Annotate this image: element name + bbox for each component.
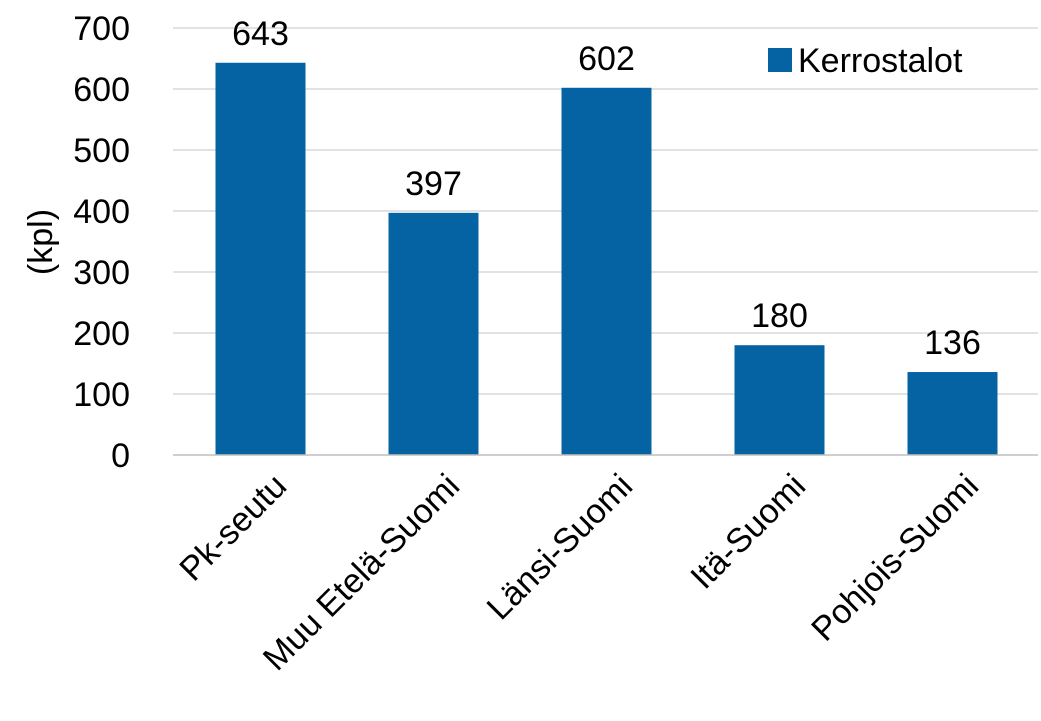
- bars: [215, 62, 998, 456]
- y-tick-label: 400: [73, 193, 130, 231]
- x-category-label: Itä-Suomi: [683, 467, 813, 597]
- y-axis-ticks: 0 100 200 300 400 500 600 700: [73, 10, 130, 475]
- bar: [561, 87, 652, 455]
- x-category-label: Länsi-Suomi: [480, 467, 641, 628]
- legend-swatch: [768, 48, 792, 72]
- data-label: 180: [751, 297, 808, 335]
- data-label: 643: [232, 15, 289, 53]
- y-axis-title: (kpl): [22, 209, 60, 275]
- x-category-label: Pohjois-Suomi: [804, 467, 986, 649]
- y-tick-label: 700: [73, 10, 130, 48]
- y-tick-label: 0: [111, 437, 130, 475]
- y-tick-label: 200: [73, 315, 130, 353]
- data-label: 136: [924, 324, 981, 362]
- data-label: 602: [578, 40, 635, 78]
- data-labels: 643 397 602 180 136: [232, 15, 981, 362]
- bar: [734, 345, 825, 455]
- bar: [215, 62, 306, 456]
- y-tick-label: 500: [73, 132, 130, 170]
- x-category-label: Pk-seutu: [172, 467, 294, 589]
- legend: Kerrostalot: [768, 42, 963, 80]
- y-tick-label: 600: [73, 71, 130, 109]
- bar: [907, 372, 998, 455]
- legend-label: Kerrostalot: [798, 42, 963, 80]
- data-label: 397: [405, 165, 462, 203]
- y-tick-label: 100: [73, 376, 130, 414]
- y-tick-label: 300: [73, 254, 130, 292]
- bar: [388, 212, 479, 455]
